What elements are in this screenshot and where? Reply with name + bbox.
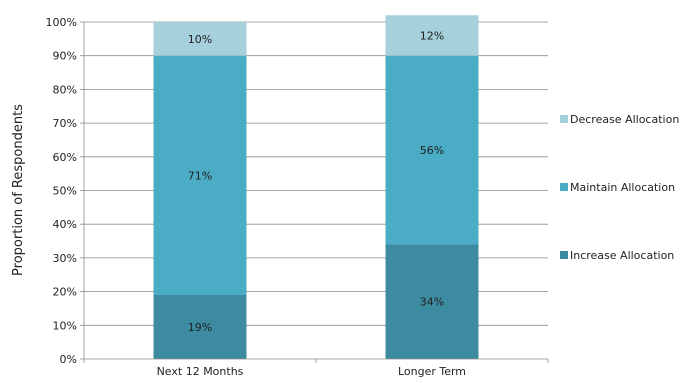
data-labels: 19% 71% 10% 34% 56% 12% xyxy=(188,29,444,334)
legend-label: Decrease Allocation xyxy=(570,113,679,126)
legend-swatch xyxy=(560,183,568,191)
data-label: 56% xyxy=(420,144,444,157)
y-tick-label: 80% xyxy=(53,83,77,96)
y-tick-label: 100% xyxy=(46,16,77,29)
x-tick-label: Next 12 Months xyxy=(157,365,244,378)
bar-segment xyxy=(385,15,479,56)
bar-segment xyxy=(153,22,247,56)
y-tick-label: 30% xyxy=(53,252,77,265)
y-tick-label: 90% xyxy=(53,50,77,63)
y-tick-label: 10% xyxy=(53,319,77,332)
data-label: 71% xyxy=(188,169,212,182)
legend-swatch xyxy=(560,115,568,123)
y-tick-label: 0% xyxy=(60,353,77,366)
bars xyxy=(153,15,479,359)
bar-segment xyxy=(153,294,247,359)
legend-label: Maintain Allocation xyxy=(570,181,675,194)
y-tick-label: 20% xyxy=(53,286,77,299)
x-tick-label: Longer Term xyxy=(398,365,466,378)
axes: 0% 10% 20% 30% 40% 50% 60% 70% 80% 90% 100% Next 12… xyxy=(46,16,549,378)
legend-swatch xyxy=(560,251,568,259)
bar-segment xyxy=(153,55,247,295)
y-tick-label: 70% xyxy=(53,117,77,130)
data-label: 34% xyxy=(420,296,444,309)
legend: Decrease Allocation Maintain Allocation In… xyxy=(560,113,679,262)
bar-segment xyxy=(385,244,479,359)
y-tick-label: 40% xyxy=(53,218,77,231)
data-label: 19% xyxy=(188,321,212,334)
bar-segment xyxy=(385,55,479,245)
legend-label: Increase Allocation xyxy=(570,249,674,262)
y-tick-label: 60% xyxy=(53,151,77,164)
y-axis-title: Proportion of Respondents xyxy=(11,104,26,276)
y-tick-label: 50% xyxy=(53,185,77,198)
data-label: 10% xyxy=(188,33,212,46)
data-label: 12% xyxy=(420,29,444,42)
